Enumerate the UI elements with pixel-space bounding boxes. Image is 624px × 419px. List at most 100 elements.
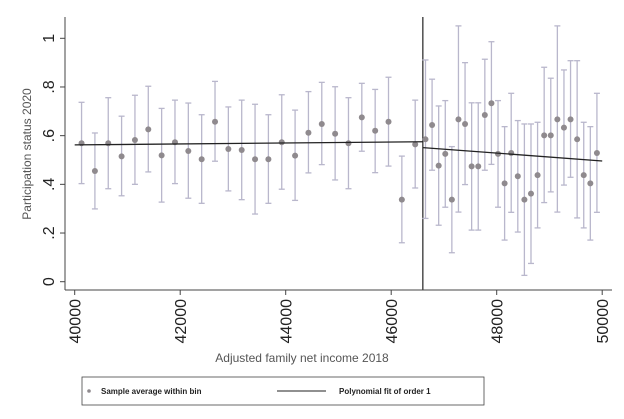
bin-right — [488, 41, 495, 166]
bin-mean-point — [547, 132, 554, 139]
bin-mean-point — [345, 140, 352, 147]
bin-mean-point — [501, 180, 508, 187]
bin-right — [514, 119, 521, 233]
bin-left — [332, 86, 339, 181]
bin-mean-point — [442, 150, 449, 157]
bin-right — [448, 145, 455, 254]
bin-right — [541, 66, 548, 204]
y-tick-label: .4 — [41, 178, 58, 191]
bin-left — [358, 82, 365, 152]
bin-mean-point — [580, 172, 587, 179]
bin-left — [252, 103, 259, 215]
bin-mean-point — [185, 147, 192, 154]
bin-right — [527, 123, 534, 265]
bin-mean-point — [574, 136, 581, 143]
bin-left — [145, 85, 152, 173]
bin-right — [560, 69, 567, 186]
bin-left — [118, 115, 125, 197]
x-tick-label: 40000 — [68, 299, 85, 344]
bin-mean-point — [448, 196, 455, 203]
bin-left — [372, 88, 379, 174]
bin-left — [198, 114, 205, 204]
bin-mean-point — [332, 130, 339, 137]
bin-mean-point — [372, 127, 379, 134]
bin-mean-point — [560, 124, 567, 131]
bin-mean-point — [481, 111, 488, 118]
bin-mean-point — [412, 141, 419, 148]
bin-mean-point — [265, 156, 272, 163]
bin-right — [587, 126, 594, 241]
bin-mean-point — [527, 190, 534, 197]
bin-mean-point — [385, 118, 392, 125]
bin-mean-point — [521, 196, 528, 203]
fit-line-left — [74, 141, 423, 146]
bin-mean-point — [587, 180, 594, 187]
bin-mean-point — [145, 126, 152, 133]
y-tick-label: 0 — [41, 277, 58, 286]
bin-right — [455, 25, 462, 213]
bin-left — [105, 97, 112, 190]
bin-right — [442, 99, 449, 208]
bin-right — [521, 123, 528, 277]
bin-mean-point — [198, 156, 205, 163]
legend-marker-points — [87, 389, 91, 393]
bin-mean-point — [468, 163, 475, 170]
bin-mean-point — [225, 146, 232, 153]
bin-right — [429, 78, 436, 171]
bin-mean-point — [475, 163, 482, 170]
bin-mean-point — [212, 118, 219, 125]
x-tick-label: 42000 — [173, 299, 190, 344]
bin-mean-point — [105, 140, 112, 147]
bin-right — [574, 60, 581, 219]
x-axis-label: Adjusted family net income 2018 — [215, 351, 389, 365]
legend-entry-points: Sample average within bin — [101, 387, 202, 396]
x-tick-label: 50000 — [595, 299, 612, 344]
bin-mean-point — [292, 152, 299, 159]
bin-mean-point — [435, 162, 442, 169]
bin-left — [78, 101, 85, 185]
bin-right — [468, 102, 475, 231]
bin-left — [345, 97, 352, 190]
bin-mean-point — [514, 173, 521, 180]
bin-mean-point — [131, 137, 138, 144]
bin-mean-point — [398, 196, 405, 203]
bin-right — [462, 61, 469, 186]
bin-left — [171, 99, 178, 185]
bin-mean-point — [158, 152, 165, 159]
bin-mean-point — [593, 149, 600, 156]
x-tick-label: 46000 — [384, 299, 401, 344]
bin-mean-point — [541, 132, 548, 139]
bin-left — [412, 99, 419, 189]
bin-mean-point — [118, 153, 125, 160]
bin-left — [278, 94, 285, 190]
bin-mean-point — [429, 121, 436, 128]
y-tick-label: .6 — [41, 129, 58, 142]
bin-right — [435, 105, 442, 226]
bin-mean-point — [567, 116, 574, 123]
bin-mean-point — [495, 150, 502, 157]
bin-left — [91, 132, 98, 210]
bin-mean-point — [305, 129, 312, 136]
bin-left — [305, 90, 312, 174]
bin-mean-point — [455, 116, 462, 123]
bin-left — [225, 106, 232, 192]
bin-right — [501, 126, 508, 241]
bin-left — [318, 81, 325, 166]
bin-left — [185, 102, 192, 199]
x-tick-label: 48000 — [490, 299, 507, 344]
y-tick-label: 1 — [41, 34, 58, 43]
bin-left — [238, 99, 245, 201]
y-axis-label: Participation status 2020 — [20, 88, 34, 220]
bin-left — [292, 109, 299, 202]
bin-left — [398, 155, 405, 244]
bin-right — [495, 99, 502, 208]
bin-left — [385, 76, 392, 167]
bin-left — [265, 114, 272, 204]
bin-right — [554, 25, 561, 213]
fit-line-right — [422, 146, 603, 162]
bin-right — [593, 92, 600, 213]
bin-mean-point — [238, 147, 245, 154]
bin-mean-point — [488, 100, 495, 107]
bin-left — [212, 80, 219, 162]
